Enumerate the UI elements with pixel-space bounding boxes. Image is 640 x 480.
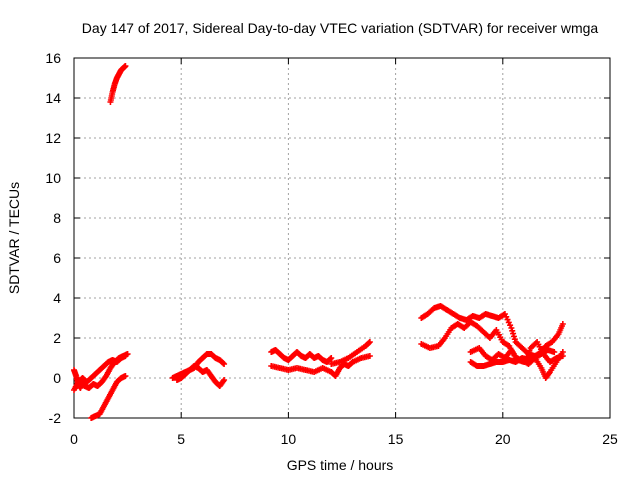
data-point (559, 321, 566, 327)
y-tick-label: 2 (53, 330, 61, 346)
data-point (122, 63, 129, 69)
data-point (551, 349, 558, 355)
x-axis-label: GPS time / hours (287, 457, 394, 473)
data-series (328, 339, 373, 367)
data-points (71, 63, 566, 421)
y-tick-label: -2 (49, 410, 62, 426)
data-series (173, 363, 228, 389)
data-point (221, 361, 228, 367)
x-tick-label: 0 (70, 431, 78, 447)
x-tick-label: 15 (388, 431, 404, 447)
plot-frame (73, 57, 611, 419)
y-tick-label: 6 (53, 250, 61, 266)
data-series (107, 63, 129, 105)
data-point (510, 333, 517, 340)
data-point (559, 353, 566, 359)
data-point (221, 377, 228, 383)
data-series (88, 373, 129, 421)
data-point (366, 353, 373, 359)
chart-title: Day 147 of 2017, Sidereal Day-to-day VTE… (82, 20, 599, 36)
x-tick-label: 20 (495, 431, 511, 447)
data-series (268, 347, 335, 365)
data-point (366, 339, 373, 345)
y-tick-label: 14 (45, 90, 61, 106)
data-point (122, 353, 129, 359)
axis-ticks: -2 0 2 4 6 8 10 12 14 16 0 5 10 15 20 25 (45, 50, 618, 447)
y-tick-label: 8 (53, 210, 61, 226)
y-tick-label: 4 (53, 290, 61, 306)
data-point (328, 355, 335, 361)
data-series (71, 353, 129, 393)
data-series (268, 353, 373, 379)
y-tick-label: 12 (45, 130, 61, 146)
x-tick-label: 10 (281, 431, 297, 447)
x-tick-label: 5 (177, 431, 185, 447)
x-tick-label: 25 (602, 431, 618, 447)
data-point (122, 373, 129, 379)
data-series (467, 347, 558, 369)
y-axis-label: SDTVAR / TECUs (6, 182, 22, 294)
data-point (509, 327, 516, 334)
y-tick-label: 10 (45, 170, 61, 186)
y-tick-label: 16 (45, 50, 61, 66)
y-tick-label: 0 (53, 370, 61, 386)
